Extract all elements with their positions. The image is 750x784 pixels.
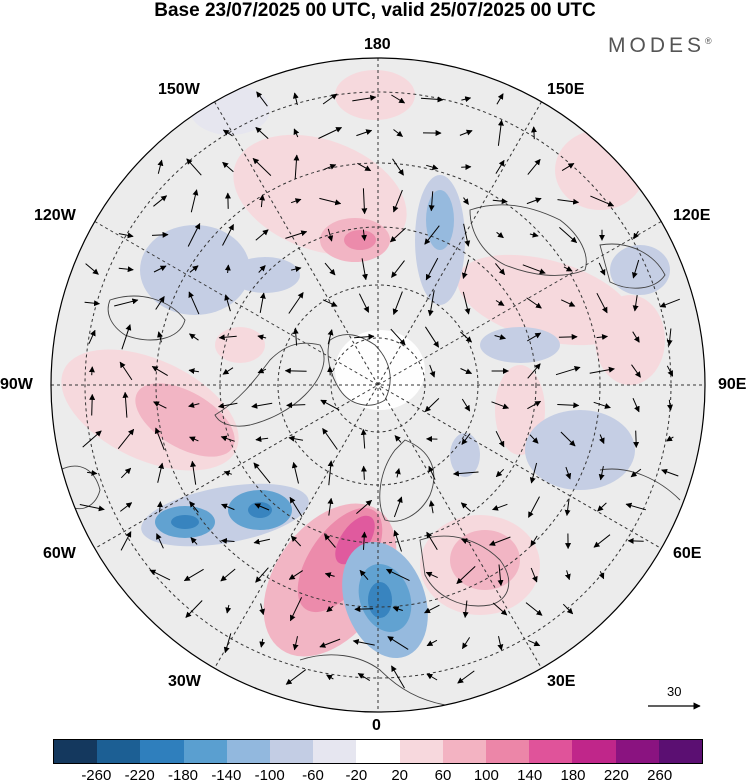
colorbar-swatch — [54, 740, 97, 763]
colorbar-tick-label: -140 — [211, 767, 241, 784]
reference-vector-label: 30 — [667, 684, 681, 699]
negative-anomaly-core — [171, 515, 199, 529]
colorbar-swatch — [97, 740, 140, 763]
colorbar-tick-label: 100 — [474, 767, 499, 784]
colorbar-swatch — [270, 740, 313, 763]
colorbar-tick-label: 60 — [435, 767, 452, 784]
polar-neutral — [335, 330, 425, 410]
lon-label-30e: 30E — [547, 673, 575, 691]
lon-label-150w: 150W — [158, 81, 200, 99]
colorbar-swatch — [184, 740, 227, 763]
lon-label-120w: 120W — [34, 207, 76, 225]
colorbar-tick-label: 220 — [604, 767, 629, 784]
colorbar-tick-label: 260 — [647, 767, 672, 784]
colorbar-tick-label: 140 — [517, 767, 542, 784]
colorbar-swatch — [313, 740, 356, 763]
colorbar-swatch — [659, 740, 702, 763]
colorbar-tick-label: 20 — [391, 767, 408, 784]
colorbar-tick-label: -20 — [345, 767, 367, 784]
positive-anomaly — [595, 295, 665, 385]
colorbar-tick-label: -60 — [302, 767, 324, 784]
colorbar-swatch — [140, 740, 183, 763]
colorbar-tick-label: -260 — [81, 767, 111, 784]
colorbar — [53, 739, 703, 764]
lon-label-180: 180 — [364, 36, 391, 54]
lon-label-30w: 30W — [168, 673, 201, 691]
wind-vector — [355, 609, 373, 610]
positive-anomaly — [335, 70, 415, 120]
negative-anomaly — [610, 245, 670, 295]
colorbar-tick-label: -180 — [168, 767, 198, 784]
colorbar-swatch — [572, 740, 615, 763]
lon-label-60e: 60E — [673, 545, 701, 563]
lon-label-150e: 150E — [547, 81, 584, 99]
wind-vector — [92, 395, 93, 416]
lon-label-60w: 60W — [43, 545, 76, 563]
wind-vector — [285, 371, 306, 372]
colorbar-swatch — [400, 740, 443, 763]
colorbar-swatch — [356, 740, 399, 763]
negative-anomaly — [525, 410, 635, 490]
lon-label-120e: 120E — [673, 207, 710, 225]
colorbar-swatch — [443, 740, 486, 763]
wind-vector — [636, 431, 637, 448]
wind-vector — [92, 367, 93, 375]
lon-label-90w: 90W — [0, 376, 33, 394]
lon-label-90e: 90E — [718, 376, 746, 394]
colorbar-tick-label: -220 — [125, 767, 155, 784]
colorbar-tick-label: 180 — [560, 767, 585, 784]
colorbar-tick-label: -100 — [255, 767, 285, 784]
positive-anomaly — [450, 530, 520, 590]
negative-anomaly — [426, 190, 454, 250]
positive-anomaly-core — [344, 230, 376, 250]
negative-anomaly — [480, 327, 560, 363]
positive-anomaly — [555, 130, 645, 210]
colorbar-swatch — [227, 740, 270, 763]
lon-label-0: 0 — [372, 717, 381, 735]
colorbar-swatch — [486, 740, 529, 763]
colorbar-swatch — [529, 740, 572, 763]
negative-anomaly-core — [368, 582, 392, 618]
colorbar-swatch — [616, 740, 659, 763]
wind-vector — [534, 127, 535, 139]
